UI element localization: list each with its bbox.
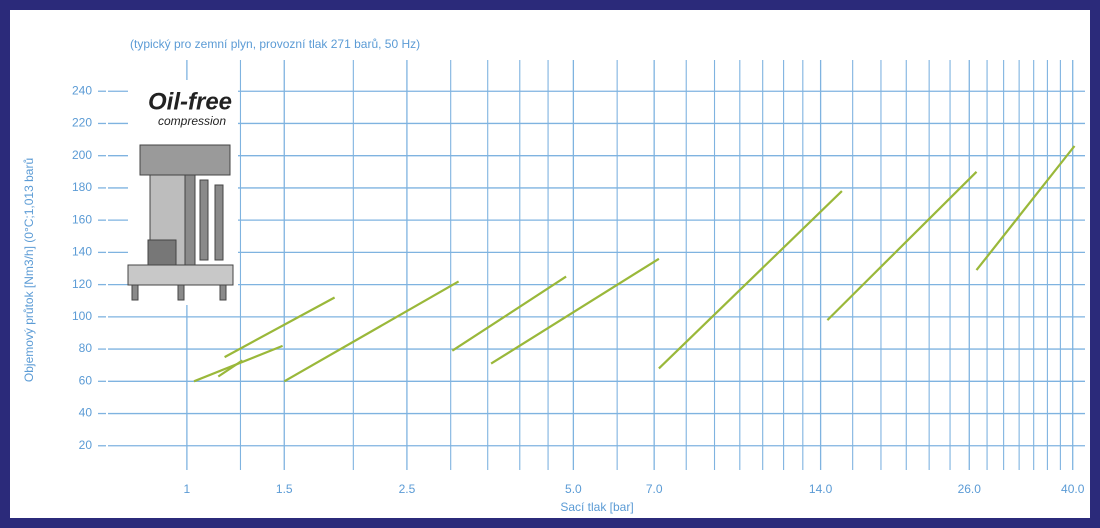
subtitle: (typický pro zemní plyn, provozní tlak 2… xyxy=(130,37,420,51)
y-tick-label: 80 xyxy=(79,341,93,355)
y-tick-label: 220 xyxy=(72,116,92,130)
machine-illustration xyxy=(127,144,234,301)
plot-area: 20 40 60 80 100 120 140 160 180 200 220 240 1 1.5 2.5 5… xyxy=(72,60,1085,496)
x-tick-label: 14.0 xyxy=(809,482,833,496)
x-tick-label: 1 xyxy=(184,482,191,496)
x-tick-label: 2.5 xyxy=(399,482,416,496)
x-tick-label: 26.0 xyxy=(958,482,982,496)
y-tick-label: 200 xyxy=(72,148,92,162)
y-tick-label: 240 xyxy=(72,83,92,97)
y-tick-label: 120 xyxy=(72,277,92,291)
y-tick-label: 100 xyxy=(72,309,92,323)
x-axis-label: Sací tlak [bar] xyxy=(560,500,633,514)
x-tick-label: 40.0 xyxy=(1061,482,1085,496)
flow-line xyxy=(490,257,660,365)
logo-title: Oil-free xyxy=(148,88,232,115)
flow-line xyxy=(975,145,1076,271)
flow-line xyxy=(451,275,567,352)
flow-line xyxy=(283,280,460,383)
flow-line xyxy=(217,359,244,378)
flow-line xyxy=(224,296,336,359)
flow-line xyxy=(826,171,978,321)
y-tick-label: 160 xyxy=(72,212,92,226)
logo-subtitle: compression xyxy=(158,114,226,128)
flow-line xyxy=(658,190,843,370)
y-axis-label: Objemový průtok [Nm3/h] (0°C;1,013 barů xyxy=(22,158,36,382)
y-tick-label: 40 xyxy=(79,406,93,420)
logo: Oil-free compression xyxy=(127,80,238,305)
y-tick-label: 140 xyxy=(72,245,92,259)
y-tick-label: 60 xyxy=(79,373,93,387)
y-tick-label: 180 xyxy=(72,180,92,194)
x-tick-label: 7.0 xyxy=(646,482,663,496)
x-tick-label: 5.0 xyxy=(565,482,582,496)
x-tick-label: 1.5 xyxy=(276,482,293,496)
y-tick-label: 20 xyxy=(79,438,93,452)
